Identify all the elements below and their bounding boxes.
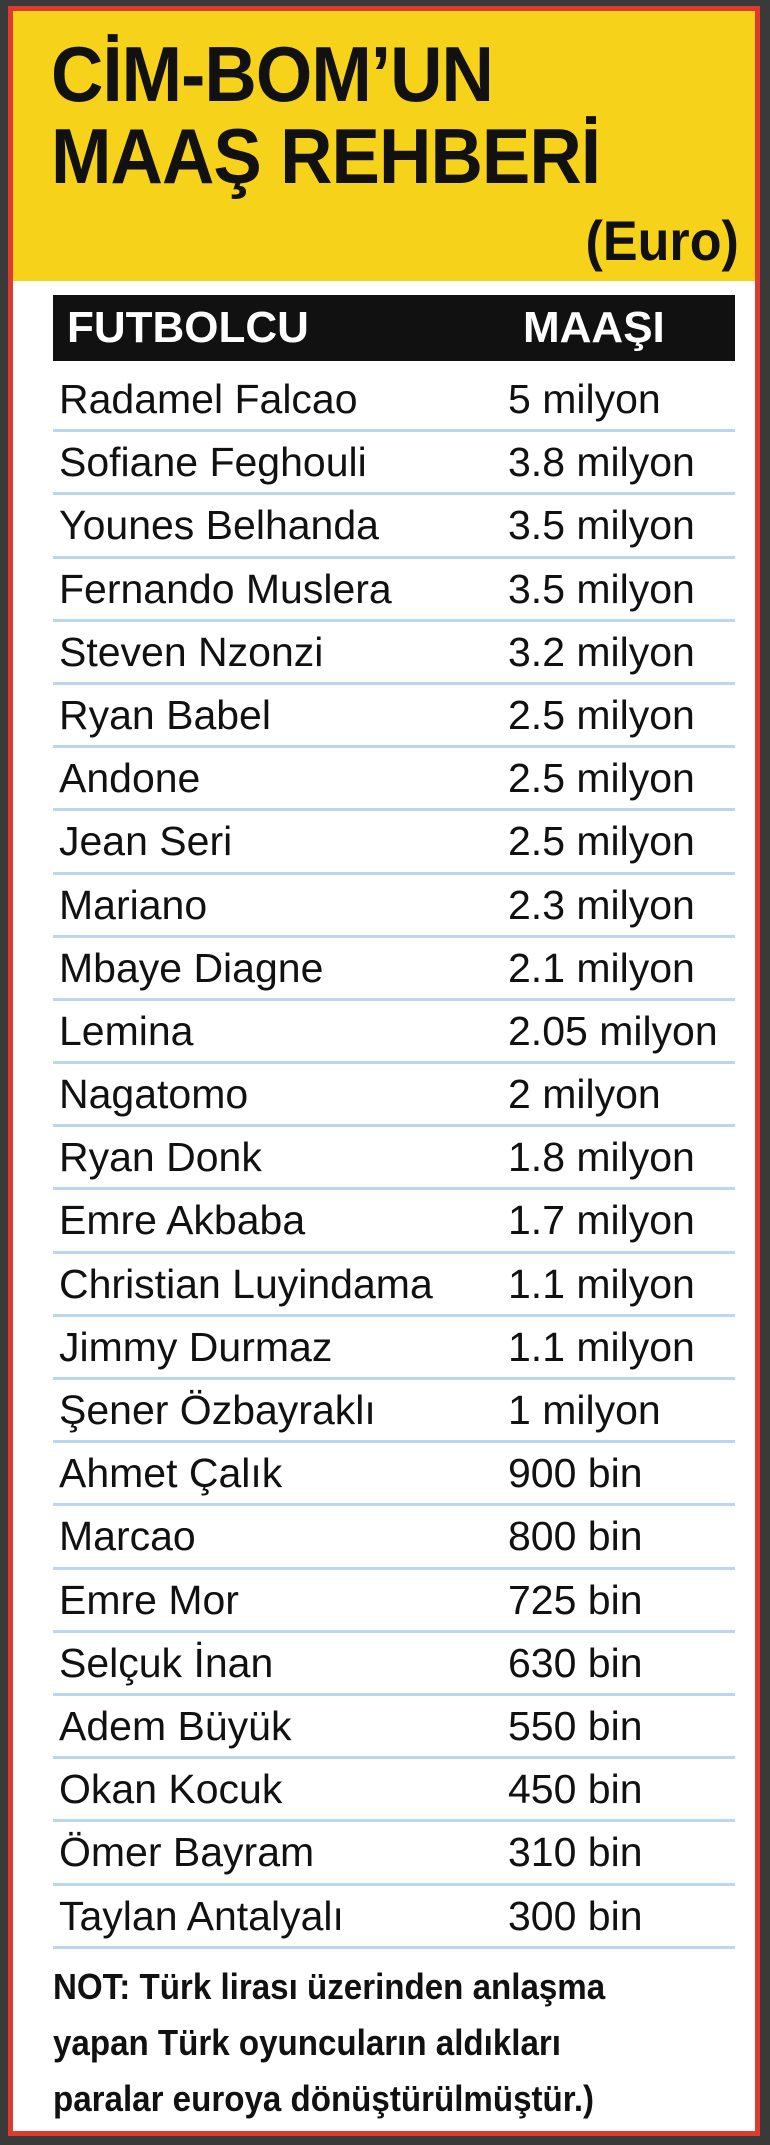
table-row: Christian Luyindama 1.1 milyon bbox=[53, 1254, 735, 1317]
player-salary: 2.5 milyon bbox=[508, 818, 695, 865]
table-row: Radamel Falcao 5 milyon bbox=[53, 369, 735, 433]
player-name: Marcao bbox=[59, 1513, 196, 1560]
player-salary: 310 bin bbox=[508, 1829, 643, 1876]
player-salary: 1.1 milyon bbox=[508, 1260, 695, 1307]
player-name: Andone bbox=[59, 755, 201, 802]
player-salary: 1.1 milyon bbox=[508, 1323, 695, 1370]
table-row: Mbaye Diagne 2.1 milyon bbox=[53, 938, 735, 1001]
player-salary: 3.5 milyon bbox=[508, 565, 695, 612]
table-row: Marcao 800 bin bbox=[53, 1506, 735, 1570]
salary-guide-card: CİM-BOM’UN MAAŞ REHBERİ (Euro) FUTBOLCU … bbox=[8, 6, 760, 2136]
player-salary: 2 milyon bbox=[508, 1071, 661, 1118]
player-salary: 1 milyon bbox=[508, 1387, 661, 1433]
table-row: Taylan Antalyalı 300 bin bbox=[53, 1886, 735, 1949]
footnote: NOT: Türk lirası üzerinden anlaşma yapan… bbox=[53, 1966, 606, 2119]
table-row: Ahmet Çalık 900 bin bbox=[53, 1443, 735, 1507]
table-row: Ömer Bayram 310 bin bbox=[53, 1822, 735, 1886]
column-header-salary: MAAŞI bbox=[523, 303, 665, 352]
title-banner: CİM-BOM’UN MAAŞ REHBERİ (Euro) bbox=[13, 11, 755, 281]
table-row: Selçuk İnan 630 bin bbox=[53, 1633, 735, 1696]
player-name: Emre Mor bbox=[59, 1576, 239, 1623]
table-row: Emre Mor 725 bin bbox=[53, 1570, 735, 1633]
player-name: Radamel Falcao bbox=[59, 376, 358, 422]
player-name: Jean Seri bbox=[59, 818, 233, 865]
table-row: Adem Büyük 550 bin bbox=[53, 1696, 735, 1760]
player-name: Ryan Donk bbox=[59, 1134, 262, 1181]
salary-table: Radamel Falcao 5 milyon Sofiane Feghouli 3.… bbox=[53, 369, 735, 1949]
player-name: Fernando Muslera bbox=[59, 565, 392, 612]
player-name: Emre Akbaba bbox=[59, 1197, 306, 1244]
player-name: Christian Luyindama bbox=[59, 1260, 433, 1307]
table-row: Ryan Donk 1.8 milyon bbox=[53, 1127, 735, 1191]
table-row: Şener Özbayraklı 1 milyon bbox=[53, 1380, 735, 1444]
table-row: Andone 2.5 milyon bbox=[53, 748, 735, 812]
player-name: Mariano bbox=[59, 881, 208, 928]
player-salary: 2.3 milyon bbox=[508, 881, 695, 928]
player-salary: 2.5 milyon bbox=[508, 755, 695, 802]
player-name: Lemina bbox=[59, 1007, 194, 1054]
player-salary: 3.8 milyon bbox=[508, 439, 695, 486]
page-title: CİM-BOM’UN MAAŞ REHBERİ bbox=[51, 30, 601, 200]
player-name: Şener Özbayraklı bbox=[59, 1387, 376, 1433]
column-header-player: FUTBOLCU bbox=[67, 303, 309, 352]
player-name: Ömer Bayram bbox=[59, 1829, 315, 1876]
table-row: Fernando Muslera 3.5 milyon bbox=[53, 559, 735, 622]
player-name: Nagatomo bbox=[59, 1071, 249, 1118]
table-row: Jean Seri 2.5 milyon bbox=[53, 811, 735, 875]
player-name: Okan Kocuk bbox=[59, 1766, 283, 1813]
player-salary: 725 bin bbox=[508, 1576, 643, 1623]
player-name: Ahmet Çalık bbox=[59, 1450, 283, 1497]
player-name: Mbaye Diagne bbox=[59, 944, 324, 991]
table-header: FUTBOLCU MAAŞI bbox=[53, 295, 735, 361]
player-name: Younes Belhanda bbox=[59, 502, 379, 549]
player-salary: 800 bin bbox=[508, 1513, 643, 1560]
player-salary: 550 bin bbox=[508, 1702, 643, 1749]
table-row: Lemina 2.05 milyon bbox=[53, 1001, 735, 1065]
table-row: Emre Akbaba 1.7 milyon bbox=[53, 1190, 735, 1254]
player-name: Ryan Babel bbox=[59, 691, 271, 738]
player-salary: 1.7 milyon bbox=[508, 1197, 695, 1244]
table-row: Sofiane Feghouli 3.8 milyon bbox=[53, 432, 735, 496]
player-salary: 5 milyon bbox=[508, 376, 661, 422]
player-name: Taylan Antalyalı bbox=[59, 1892, 344, 1939]
player-name: Sofiane Feghouli bbox=[59, 439, 367, 486]
player-name: Adem Büyük bbox=[59, 1702, 292, 1749]
player-salary: 3.2 milyon bbox=[508, 628, 695, 675]
player-salary: 1.8 milyon bbox=[508, 1134, 695, 1181]
player-name: Selçuk İnan bbox=[59, 1639, 274, 1686]
player-salary: 450 bin bbox=[508, 1766, 643, 1813]
player-salary: 900 bin bbox=[508, 1450, 643, 1497]
player-salary: 630 bin bbox=[508, 1639, 643, 1686]
player-salary: 2.05 milyon bbox=[508, 1007, 718, 1054]
player-name: Steven Nzonzi bbox=[59, 628, 324, 675]
table-row: Younes Belhanda 3.5 milyon bbox=[53, 495, 735, 559]
player-salary: 2.1 milyon bbox=[508, 944, 695, 991]
table-row: Mariano 2.3 milyon bbox=[53, 875, 735, 938]
player-salary: 300 bin bbox=[508, 1892, 643, 1939]
table-row: Steven Nzonzi 3.2 milyon bbox=[53, 622, 735, 685]
player-name: Jimmy Durmaz bbox=[59, 1323, 333, 1370]
table-row: Okan Kocuk 450 bin bbox=[53, 1759, 735, 1823]
player-salary: 3.5 milyon bbox=[508, 502, 695, 549]
table-row: Ryan Babel 2.5 milyon bbox=[53, 685, 735, 749]
table-row: Nagatomo 2 milyon bbox=[53, 1064, 735, 1128]
table-row: Jimmy Durmaz 1.1 milyon bbox=[53, 1317, 735, 1380]
currency-label: (Euro) bbox=[585, 209, 739, 272]
player-salary: 2.5 milyon bbox=[508, 691, 695, 738]
